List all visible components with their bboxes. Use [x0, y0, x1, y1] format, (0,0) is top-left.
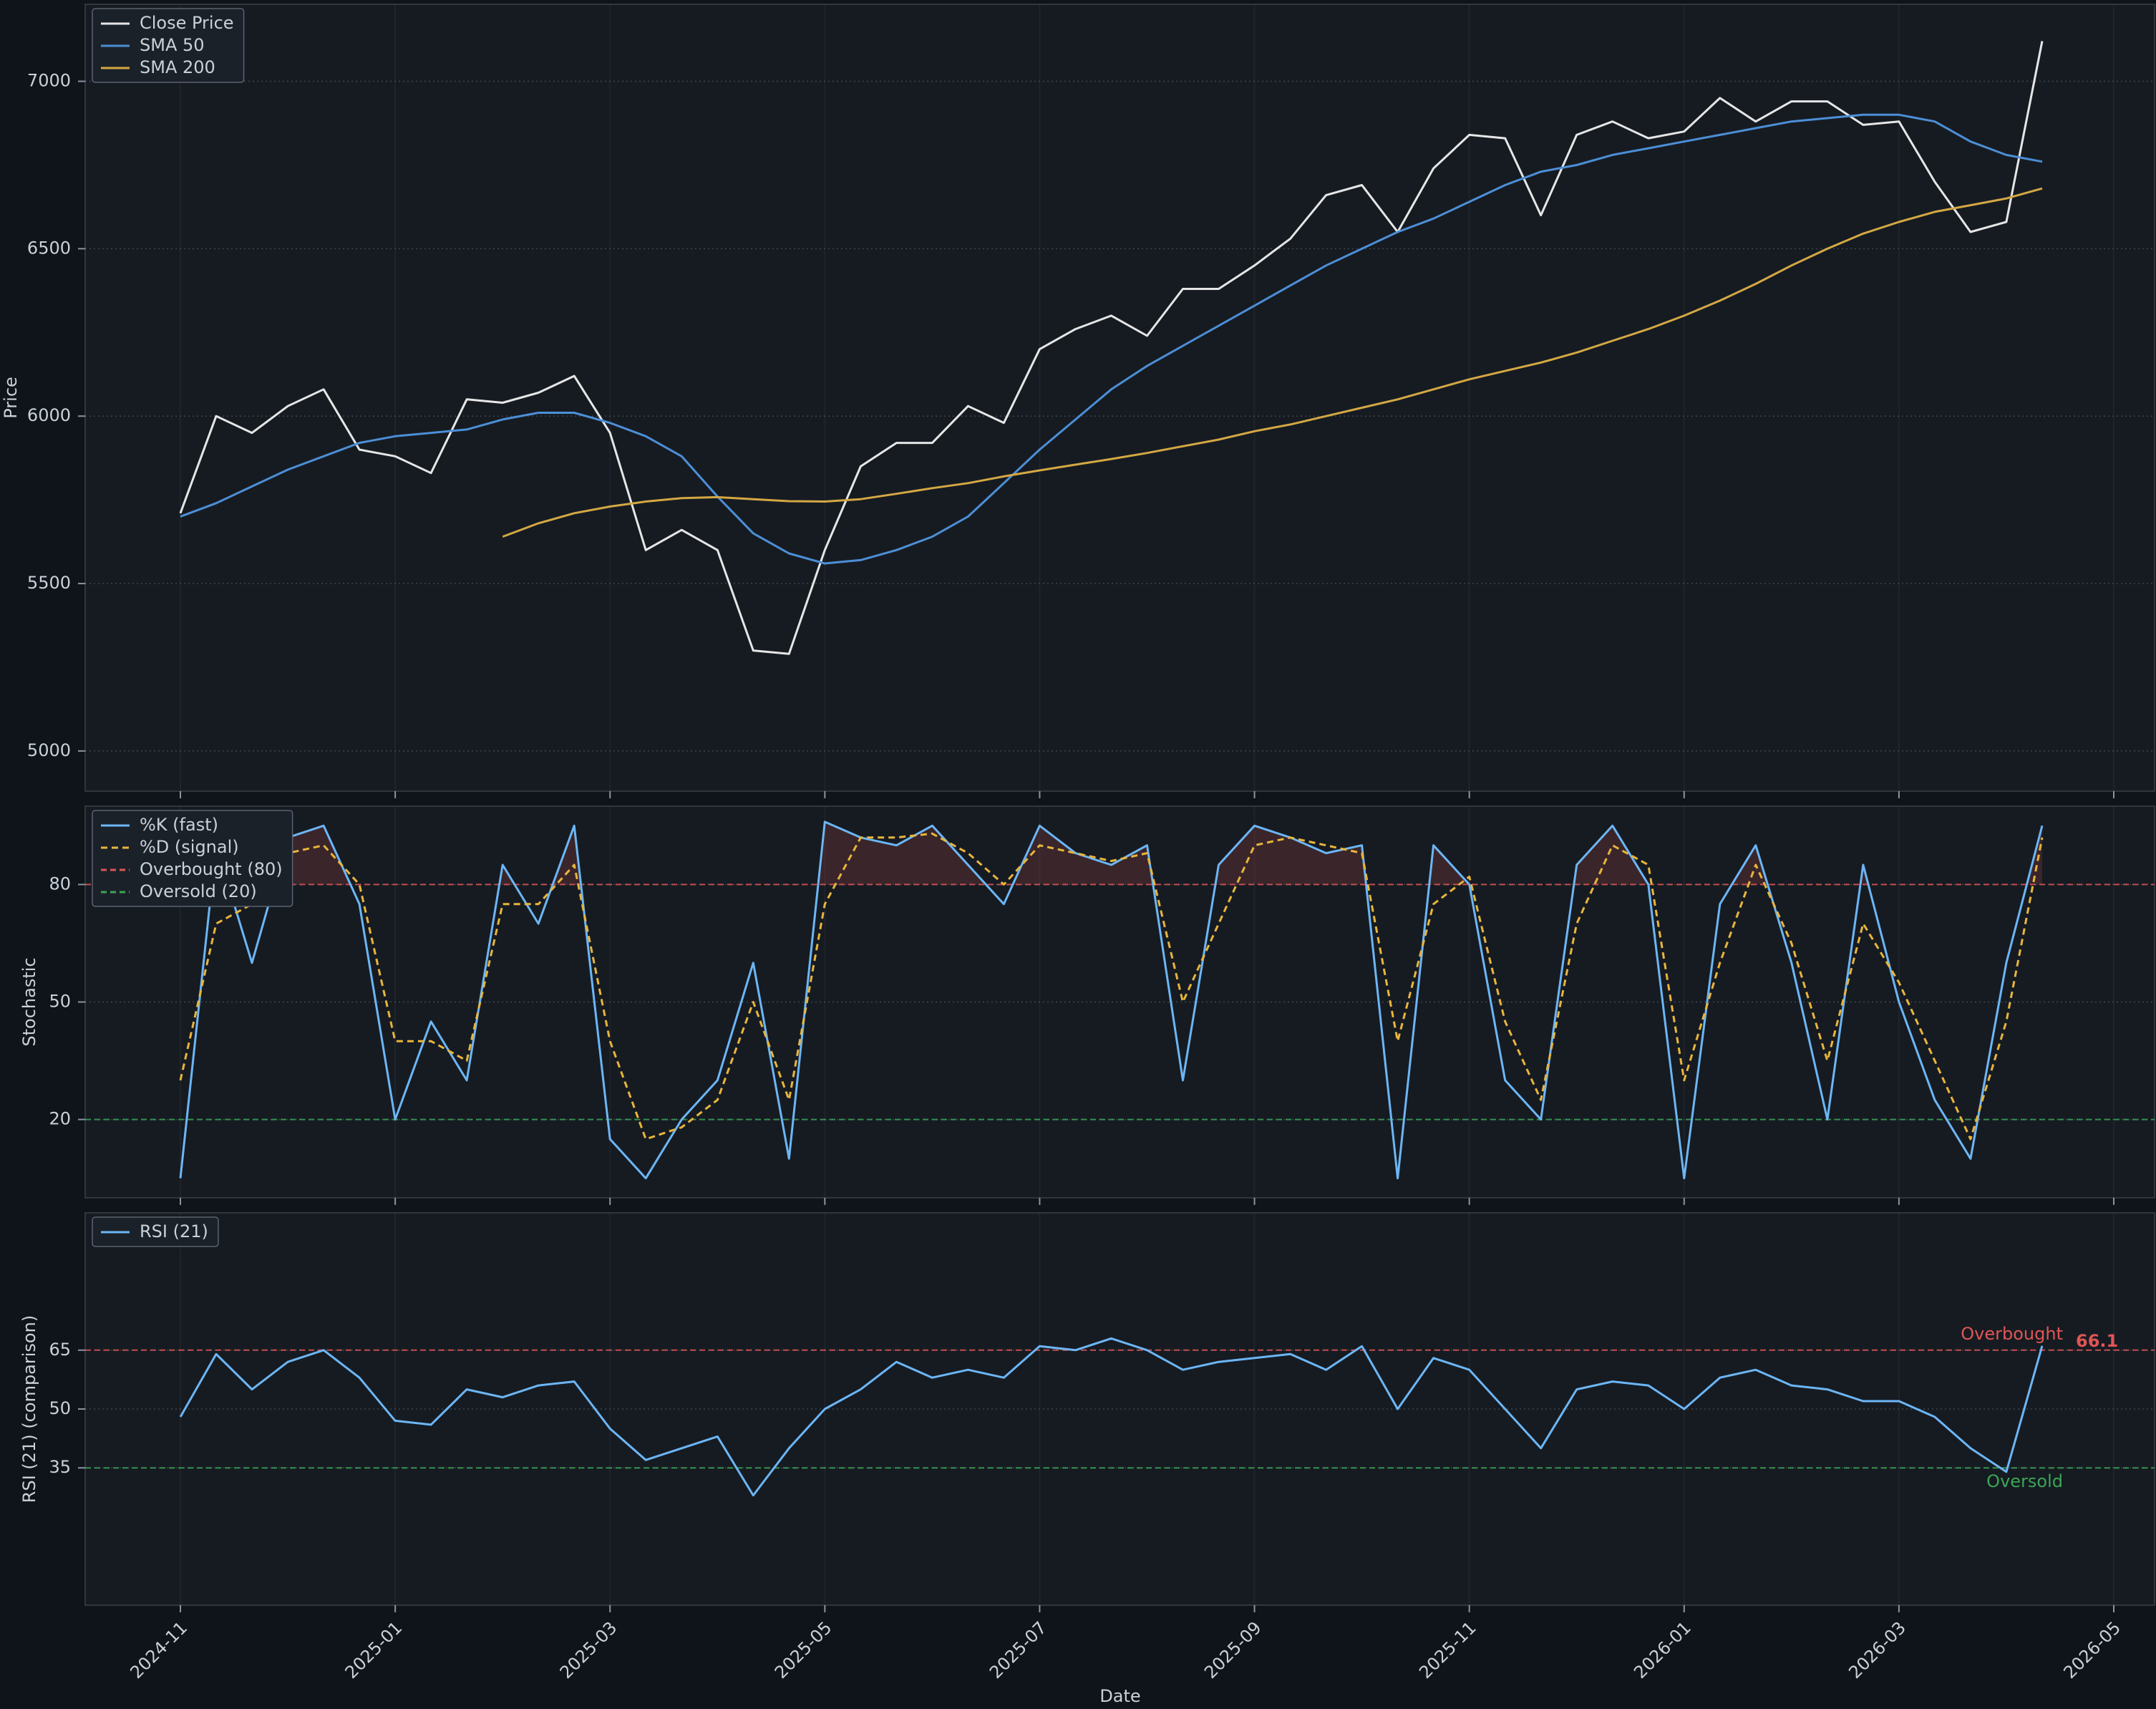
y-tick-label: 5500	[27, 573, 71, 593]
y-tick-label: 20	[49, 1109, 71, 1129]
series-line	[179, 41, 2044, 655]
x-tick-label: 2024-11	[126, 1617, 191, 1683]
legend-box	[92, 8, 245, 83]
legend-label: RSI (21)	[140, 1221, 208, 1241]
legend: %K (fast)%D (signal)Overbought (80)Overs…	[92, 810, 293, 907]
y-axis-label: Stochastic	[19, 957, 39, 1046]
y-tick-label: 6000	[27, 405, 71, 425]
reference-label: Overbought	[1961, 1324, 2063, 1344]
last-value-label: 66.1	[2076, 1331, 2118, 1351]
y-tick-label: 6500	[27, 238, 71, 258]
y-tick-label: 5000	[27, 740, 71, 760]
y-tick-label: 35	[49, 1457, 71, 1477]
y-tick-label: 65	[49, 1340, 71, 1360]
x-tick-label: 2025-07	[986, 1617, 1051, 1683]
legend-label: SMA 50	[140, 35, 205, 55]
legend-box	[92, 1216, 219, 1247]
series-line	[180, 113, 2043, 565]
legend-label: Overbought (80)	[140, 859, 283, 879]
y-tick-label: 7000	[27, 71, 71, 91]
y-tick-label: 50	[49, 1398, 71, 1418]
series-line	[502, 187, 2043, 538]
legend: RSI (21)	[92, 1216, 219, 1247]
panel	[84, 805, 2155, 1199]
legend-label: Oversold (20)	[140, 881, 257, 901]
legend-label: SMA 200	[140, 57, 215, 77]
y-axis-label: Price	[1, 377, 21, 419]
series-line	[179, 1337, 2044, 1497]
reference-label: Oversold	[1986, 1471, 2063, 1491]
panel	[84, 1212, 2155, 1606]
y-tick-label: 80	[49, 873, 71, 894]
y-tick-label: 50	[49, 992, 71, 1012]
x-axis-label: Date	[1099, 1686, 1140, 1706]
y-axis-label: RSI (21) (comparison)	[19, 1315, 39, 1503]
x-tick-label: 2025-03	[556, 1617, 621, 1683]
series-line	[179, 820, 2044, 1180]
x-tick-label: 2026-05	[2059, 1617, 2125, 1683]
x-tick-label: 2025-11	[1415, 1617, 1480, 1683]
panel	[84, 4, 2155, 792]
x-tick-label: 2025-05	[771, 1617, 836, 1683]
series-line	[179, 832, 2044, 1141]
legend-label: Close Price	[140, 13, 234, 33]
x-tick-label: 2025-09	[1200, 1617, 1266, 1683]
legend-label: %D (signal)	[140, 837, 239, 857]
x-tick-label: 2026-01	[1630, 1617, 1695, 1683]
x-tick-label: 2025-01	[341, 1617, 407, 1683]
legend-label: %K (fast)	[140, 815, 218, 835]
legend-box	[92, 810, 293, 907]
x-tick-label: 2026-03	[1845, 1617, 1910, 1683]
